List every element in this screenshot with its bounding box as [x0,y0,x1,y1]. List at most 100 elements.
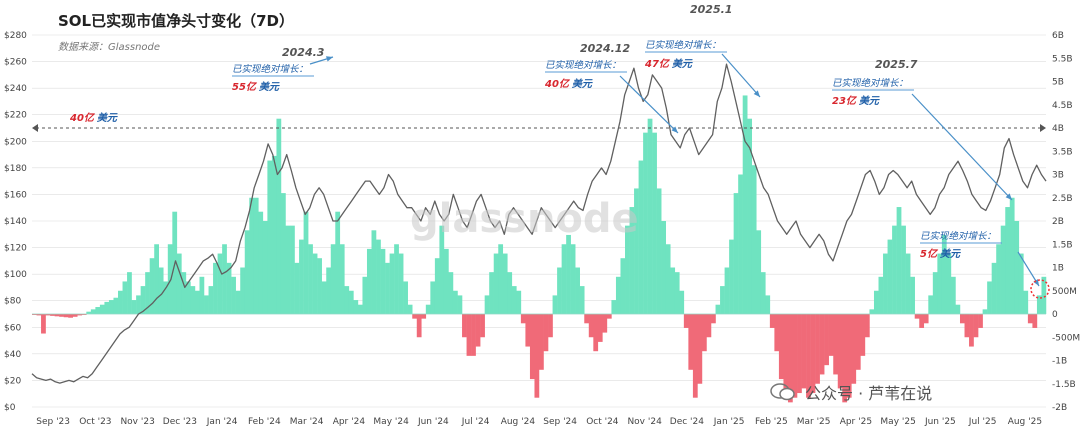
bar-negative [692,314,698,398]
annotation-arrow [721,53,761,98]
bar-positive [756,230,762,314]
bar-positive [1041,276,1047,314]
bar-positive [118,290,123,314]
x-tick-label: Mar '24 [290,417,324,427]
bar-positive [344,286,350,314]
annotation-label: 已实现绝对增长： [645,39,721,51]
bar-positive [335,211,341,314]
bar-negative [54,314,60,317]
bar-negative [783,314,789,389]
annotation-arrow [911,93,1013,201]
bar-positive [208,286,214,314]
bar-positive [371,230,377,314]
bar-positive [901,225,906,314]
bar-positive [113,297,119,314]
x-tick-label: Aug '24 [501,417,536,427]
annotation-arrow [619,75,679,134]
bar-positive [194,290,200,314]
bar-positive [742,95,748,314]
y-right-tick-label: 0 [1052,310,1058,320]
y-right-tick-label: -1B [1052,357,1067,367]
y-right-tick-label: 3.5B [1052,147,1073,157]
x-tick-label: Jun '24 [417,417,449,427]
chart-title: SOL已实现市值净头寸变化（7D） [58,12,295,30]
annotation-value: 40亿 美元 [544,78,593,90]
bar-negative [815,314,820,384]
bar-positive [294,262,300,314]
bar-positive [516,290,522,314]
bar-positive [928,295,934,314]
bar-negative [810,314,816,394]
y-left-tick-label: $0 [4,403,16,413]
bar-positive [303,211,309,314]
bar-positive [724,267,730,314]
y-right-tick-label: 5B [1052,78,1064,88]
bar-positive [308,244,313,314]
y-axis-right: -2B -1.5B -1B -500M 0 500M 1B 1.5B 2B 2.5B 3B 3.5B 4… [1052,31,1080,413]
bar-positive [511,286,517,314]
x-tick-label: Jan '25 [713,417,745,427]
bar-positive [996,244,1001,314]
bar-positive [394,244,399,314]
bar-negative [801,314,807,389]
bar-negative [462,314,467,338]
bar-positive [262,221,268,314]
bar-positive [733,193,739,314]
bar-positive [312,253,318,314]
x-tick-label: Jan '24 [206,417,238,427]
annotation-date: 2024.12 [580,42,630,55]
bar-negative [837,314,843,389]
annotation-date: 2025.1 [690,3,732,16]
bar-negative [774,314,780,352]
bar-positive [398,253,404,314]
y-right-tick-label: -1.5B [1052,380,1076,390]
bar-positive [575,267,580,314]
bar-positive [366,248,372,314]
bar-positive [715,304,721,314]
x-tick-label: May '25 [880,417,915,427]
bar-negative [32,314,37,315]
price-line-series [31,63,1047,384]
annotation-callout: 已实现绝对增长： 5亿 美元 [920,230,1040,287]
bar-negative [68,314,73,318]
bar-positive [253,197,259,314]
bar-negative [787,314,793,403]
bar-positive [665,244,671,314]
bar-negative [36,314,42,316]
x-tick-label: Dec '23 [163,417,197,427]
bar-negative [539,314,544,370]
bar-positive [987,281,992,314]
y-axis-left: $0 $20 $40 $60 $80 $100 $120 $140 $160 $180 $200 $2… [4,31,27,413]
y-left-tick-label: $180 [4,164,27,174]
y-right-tick-label: 4.5B [1052,101,1073,111]
y-left-tick-label: $220 [4,111,27,121]
bar-positive [670,267,676,314]
bar-negative [59,314,64,317]
bar-negative [842,314,848,403]
bar-positive [1036,295,1042,314]
y-left-tick-label: $240 [4,84,27,94]
bar-positive [443,248,449,314]
annotation-value: 5亿 美元 [920,248,961,260]
bar-negative [543,314,549,352]
bar-positive [751,165,757,314]
bar-positive [557,267,562,314]
bar-positive [167,244,173,314]
bar-positive [222,244,227,314]
bars-series [32,95,1047,403]
bar-negative [525,314,531,347]
bar-positive [430,281,436,314]
bar-negative [81,314,87,315]
y-right-tick-label: 2.5B [1052,194,1073,204]
x-tick-label: Mar '25 [797,417,831,427]
bar-positive [271,155,277,314]
bar-positive [258,211,264,314]
x-tick-label: May '24 [373,417,409,427]
bar-positive [290,225,295,314]
bar-negative [1027,314,1033,324]
bar-positive [896,207,902,314]
bar-negative [41,314,46,334]
reference-line: 40亿 美元 [32,112,1046,132]
annotation-label: 已实现绝对增长： [832,77,908,89]
bar-positive [249,197,255,314]
